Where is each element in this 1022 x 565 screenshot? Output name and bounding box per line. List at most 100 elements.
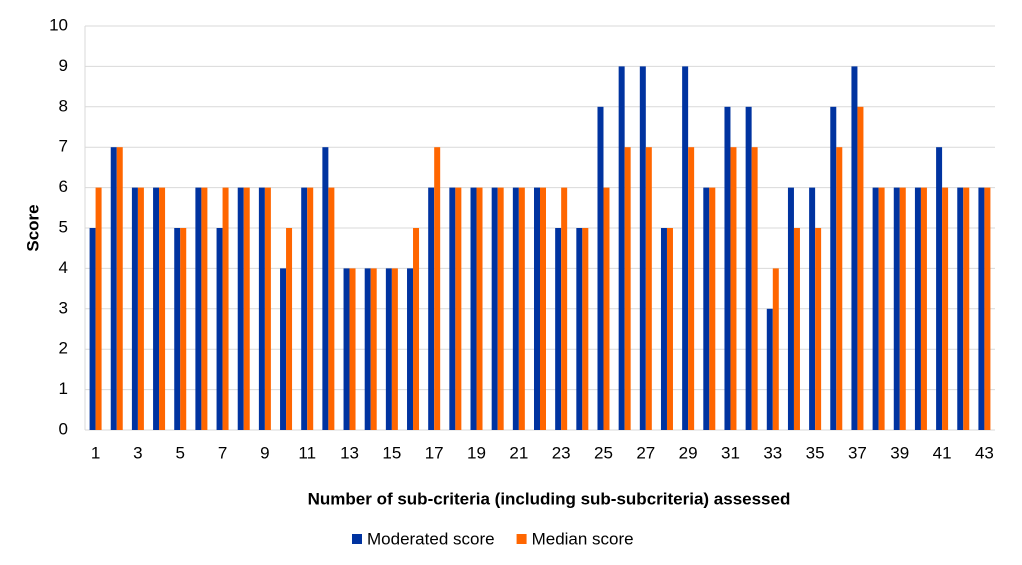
bar bbox=[984, 187, 991, 430]
x-tick-label: 31 bbox=[721, 443, 740, 462]
bar bbox=[872, 187, 879, 430]
bar bbox=[216, 228, 223, 430]
bar bbox=[809, 187, 816, 430]
bar bbox=[301, 187, 308, 430]
bar bbox=[280, 268, 287, 430]
bar bbox=[688, 147, 695, 430]
bar bbox=[730, 147, 737, 430]
bar bbox=[576, 228, 583, 430]
y-tick-label: 9 bbox=[59, 56, 68, 75]
bar bbox=[110, 147, 117, 430]
bar bbox=[349, 268, 356, 430]
bar bbox=[131, 187, 138, 430]
bar bbox=[89, 228, 96, 430]
bar bbox=[851, 66, 858, 431]
bar bbox=[942, 187, 949, 430]
bar bbox=[682, 66, 689, 431]
bar bbox=[597, 106, 604, 431]
bar bbox=[322, 147, 329, 430]
y-tick-label: 6 bbox=[59, 177, 68, 196]
bar bbox=[159, 187, 166, 430]
bar bbox=[476, 187, 483, 430]
bar bbox=[497, 187, 504, 430]
bar bbox=[920, 187, 927, 430]
x-tick-label: 33 bbox=[763, 443, 782, 462]
bar bbox=[660, 228, 667, 430]
x-tick-label: 27 bbox=[636, 443, 655, 462]
bar bbox=[201, 187, 208, 430]
bar bbox=[666, 228, 673, 430]
y-tick-label: 7 bbox=[59, 137, 68, 156]
bar bbox=[957, 187, 964, 430]
y-tick-label: 5 bbox=[59, 217, 68, 236]
bar bbox=[830, 106, 837, 431]
bar bbox=[582, 228, 589, 430]
bar bbox=[195, 187, 202, 430]
x-tick-label: 17 bbox=[425, 443, 444, 462]
bar bbox=[624, 147, 631, 430]
bar bbox=[766, 308, 773, 430]
bar bbox=[787, 187, 794, 430]
x-tick-label: 7 bbox=[218, 443, 227, 462]
y-tick-label: 2 bbox=[59, 339, 68, 358]
bar bbox=[385, 268, 392, 430]
bar bbox=[95, 187, 102, 430]
bar bbox=[518, 187, 525, 430]
y-tick-label: 4 bbox=[59, 258, 68, 277]
x-tick-label: 35 bbox=[806, 443, 825, 462]
bar bbox=[243, 187, 250, 430]
bar bbox=[153, 187, 160, 430]
bar bbox=[963, 187, 970, 430]
bar bbox=[836, 147, 843, 430]
bar bbox=[434, 147, 441, 430]
x-tick-label: 1 bbox=[91, 443, 100, 462]
bar bbox=[180, 228, 187, 430]
bar bbox=[899, 187, 906, 430]
x-tick-label: 5 bbox=[175, 443, 184, 462]
bar bbox=[936, 147, 943, 430]
bar bbox=[534, 187, 540, 430]
bar bbox=[413, 228, 420, 430]
bar bbox=[407, 268, 414, 430]
bar bbox=[174, 228, 181, 430]
bar bbox=[724, 106, 731, 431]
bar bbox=[116, 147, 123, 430]
y-axis-title: Score bbox=[23, 204, 42, 251]
y-tick-label: 10 bbox=[49, 15, 68, 34]
x-tick-label: 11 bbox=[298, 443, 316, 462]
bar bbox=[815, 228, 822, 430]
bar bbox=[258, 187, 265, 430]
bar bbox=[978, 187, 985, 430]
bar bbox=[286, 228, 293, 430]
y-tick-label: 3 bbox=[59, 298, 68, 317]
bar bbox=[391, 268, 398, 430]
bar bbox=[237, 187, 244, 430]
legend-swatch bbox=[352, 534, 362, 544]
bar bbox=[878, 187, 885, 430]
bar bbox=[639, 66, 646, 431]
bar bbox=[364, 268, 371, 430]
bar bbox=[618, 66, 625, 431]
bar bbox=[703, 187, 710, 430]
bar bbox=[428, 187, 435, 430]
x-tick-label: 21 bbox=[509, 443, 528, 462]
bar bbox=[555, 228, 562, 430]
bar bbox=[328, 187, 335, 430]
bar bbox=[343, 268, 350, 430]
bar bbox=[307, 187, 314, 430]
x-tick-label: 25 bbox=[594, 443, 613, 462]
x-tick-label: 43 bbox=[975, 443, 994, 462]
bar bbox=[512, 187, 519, 430]
bar bbox=[470, 187, 477, 430]
bar bbox=[857, 106, 864, 431]
bar bbox=[709, 187, 716, 430]
bar bbox=[914, 187, 921, 430]
bar bbox=[772, 268, 779, 430]
y-tick-label: 0 bbox=[59, 419, 68, 438]
bar bbox=[370, 268, 377, 430]
bar bbox=[137, 187, 144, 430]
x-axis-title: Number of sub-criteria (including sub-su… bbox=[308, 489, 791, 508]
bar bbox=[561, 187, 568, 430]
x-tick-label: 41 bbox=[933, 443, 952, 462]
